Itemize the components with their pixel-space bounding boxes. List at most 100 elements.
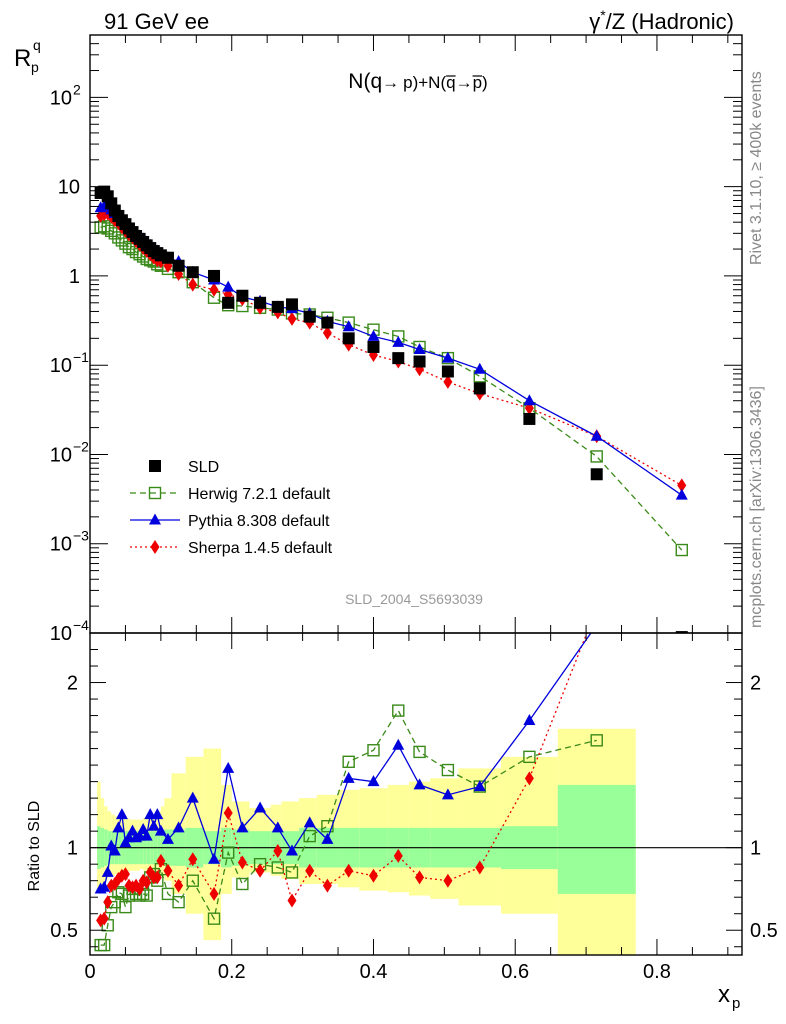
sld-point xyxy=(675,631,688,633)
herwig-ratio-point xyxy=(119,900,132,914)
herwig-ratio-point xyxy=(321,820,334,833)
herwig-ratio-point xyxy=(303,829,316,843)
herwig-ratio-point xyxy=(271,861,285,874)
x-tick-label: 0.2 xyxy=(218,961,246,983)
ratio-tick-label-right: 0.5 xyxy=(750,920,778,942)
pythia-ratio-point xyxy=(161,832,174,844)
herwig-ratio-point xyxy=(140,889,153,902)
sherpa-ratio-point xyxy=(443,873,453,888)
herwig-ratio-point xyxy=(97,938,111,952)
legend-label: SLD xyxy=(188,459,219,476)
legend-marker xyxy=(148,486,162,500)
pythia-ratio-point xyxy=(413,778,426,790)
sld-point xyxy=(285,298,298,311)
herwig-ratio-point xyxy=(186,874,199,887)
pythia-ratio-point xyxy=(441,788,454,800)
herwig-ratio-line xyxy=(100,709,597,946)
sherpa-ratio-point xyxy=(415,870,425,885)
sld-point xyxy=(271,300,284,313)
sld-point xyxy=(161,251,174,264)
pythia-point xyxy=(222,280,235,292)
x-tick-label: 0.8 xyxy=(643,961,671,983)
pythia-ratio-point xyxy=(591,618,603,629)
sld-point xyxy=(367,340,380,353)
herwig-point xyxy=(108,227,122,240)
sld-point xyxy=(303,310,316,323)
x-axis-label: x xyxy=(718,981,730,1008)
pythia-ratio-point xyxy=(101,865,114,877)
pythia-ratio-point xyxy=(342,771,355,783)
pythia-point xyxy=(675,488,688,500)
ratio-panel-frame xyxy=(89,632,743,956)
herwig-ratio-point xyxy=(413,745,426,759)
y-tick-label: 10 xyxy=(50,87,72,109)
sherpa-ratio-point xyxy=(188,852,198,867)
sld-point xyxy=(590,468,603,481)
sld-point xyxy=(154,249,167,262)
sld-point xyxy=(236,289,249,302)
pythia-ratio-point xyxy=(473,780,486,792)
herwig-ratio-point xyxy=(367,744,380,757)
herwig-ratio-point xyxy=(161,887,175,901)
y-tick-exponent: −4 xyxy=(73,617,89,633)
pythia-ratio-point xyxy=(367,775,380,787)
sherpa-ratio-point xyxy=(393,848,403,863)
pythia-point xyxy=(473,362,486,374)
sherpa-ratio-point xyxy=(99,911,109,926)
plot-title: N(q→ p)+N(q→p) xyxy=(348,70,487,93)
ratio-tick-label-right: 1 xyxy=(750,838,761,860)
herwig-point xyxy=(675,543,688,557)
rivet-version-label: Rivet 3.1.10, ≥ 400k events xyxy=(748,71,765,265)
x-tick-label: 0.6 xyxy=(501,961,529,983)
pythia-point xyxy=(392,335,405,347)
sherpa-point xyxy=(188,277,198,292)
pythia-ratio-point xyxy=(172,821,185,833)
pythia-point xyxy=(367,329,380,341)
sherpa-line xyxy=(100,212,683,486)
y-axis-label: R xyxy=(14,45,31,72)
sherpa-point xyxy=(443,374,453,389)
sherpa-point xyxy=(322,325,332,340)
y-tick-label: 1 xyxy=(69,266,80,288)
sld-point xyxy=(172,259,185,272)
pythia-ratio-point xyxy=(303,816,316,828)
pythia-ratio-point xyxy=(154,824,167,836)
legend-label: Pythia 8.308 default xyxy=(188,513,330,530)
x-axis-label-sub: p xyxy=(732,995,740,1012)
sherpa-ratio-point xyxy=(368,868,378,883)
sherpa-ratio-point xyxy=(156,853,166,868)
herwig-point xyxy=(590,450,603,463)
pythia-ratio-point xyxy=(523,714,536,726)
legend-marker xyxy=(150,540,160,554)
y-axis-label-sub: p xyxy=(31,59,39,75)
sherpa-ratio-point xyxy=(305,863,315,878)
sherpa-ratio-point xyxy=(475,860,485,875)
x-tick-label: 0 xyxy=(84,961,95,983)
ratio-tick-label: 0.5 xyxy=(50,920,78,942)
sherpa-ratio-point xyxy=(103,895,113,910)
pythia-ratio-point xyxy=(271,821,284,833)
sherpa-point xyxy=(287,311,297,326)
pythia-ratio-point xyxy=(151,808,164,820)
sld-point xyxy=(441,365,454,378)
sherpa-ratio-point xyxy=(142,875,152,890)
pythia-ratio-point xyxy=(147,819,160,831)
sherpa-ratio-point xyxy=(592,601,601,615)
sld-point xyxy=(208,269,221,282)
herwig-ratio-point xyxy=(590,734,603,747)
sherpa-ratio-point xyxy=(120,867,130,882)
pythia-ratio-point xyxy=(222,761,235,773)
sherpa-ratio-point xyxy=(344,863,354,878)
y-tick-exponent: 2 xyxy=(73,81,81,97)
y-tick-label: 10 xyxy=(50,444,72,466)
sherpa-ratio-point xyxy=(287,893,297,908)
herwig-ratio-point xyxy=(221,846,235,859)
sld-point xyxy=(254,296,267,309)
pythia-point xyxy=(441,351,454,363)
y-tick-exponent: −2 xyxy=(73,438,89,454)
sherpa-ratio-point xyxy=(163,863,173,878)
y-tick-exponent: −3 xyxy=(73,528,89,544)
pythia-ratio-point xyxy=(236,821,249,833)
sherpa-ratio-point xyxy=(322,878,332,893)
pythia-ratio-point xyxy=(321,832,334,844)
